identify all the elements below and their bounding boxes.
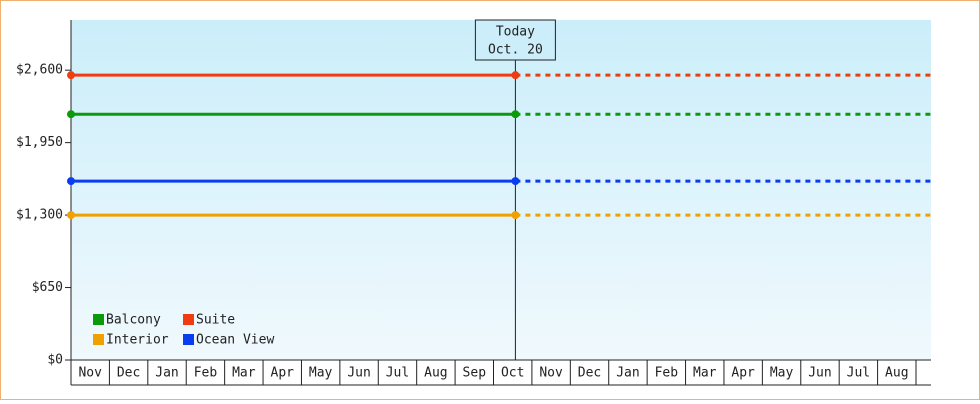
x-tick-label: Jun bbox=[347, 366, 370, 381]
x-tick-label: Nov bbox=[539, 366, 563, 381]
point bbox=[67, 71, 75, 80]
legend-swatch bbox=[183, 314, 194, 325]
plot-area bbox=[71, 20, 931, 360]
legend-swatch bbox=[93, 334, 104, 345]
y-tick-label: $0 bbox=[47, 353, 63, 368]
point bbox=[67, 177, 75, 186]
point bbox=[511, 211, 520, 220]
point bbox=[67, 110, 75, 119]
x-tick-label: Dec bbox=[117, 366, 140, 381]
legend-label: Ocean View bbox=[196, 333, 274, 348]
y-tick-label: $650 bbox=[32, 280, 63, 295]
x-tick-label: Jul bbox=[386, 366, 409, 381]
x-tick-label: Sep bbox=[463, 366, 487, 381]
x-tick-label: Feb bbox=[194, 366, 218, 381]
legend-label: Interior bbox=[106, 333, 169, 348]
x-tick-label: May bbox=[309, 366, 333, 381]
x-tick-label: Aug bbox=[424, 366, 447, 381]
x-tick-label: Jun bbox=[808, 366, 831, 381]
legend-label: Suite bbox=[196, 313, 235, 328]
y-tick-label: $2,600 bbox=[16, 63, 63, 78]
x-tick-label: Mar bbox=[232, 366, 256, 381]
x-tick-label: May bbox=[770, 366, 794, 381]
x-tick-label: Jul bbox=[847, 366, 870, 381]
legend-label: Balcony bbox=[106, 313, 161, 328]
today-box bbox=[474, 19, 556, 61]
point bbox=[511, 110, 520, 119]
point bbox=[511, 71, 520, 80]
y-tick-label: $1,950 bbox=[16, 135, 63, 150]
x-tick-label: Jan bbox=[155, 366, 178, 381]
x-tick-label: Aug bbox=[885, 366, 908, 381]
legend-swatch bbox=[93, 314, 104, 325]
x-tick-label: Apr bbox=[271, 366, 295, 381]
y-tick-label: $1,300 bbox=[16, 208, 63, 223]
point bbox=[511, 177, 520, 186]
x-tick-label: Dec bbox=[578, 366, 601, 381]
x-tick-label: Apr bbox=[731, 366, 755, 381]
today-label: Oct. 20 bbox=[488, 43, 543, 58]
point bbox=[67, 211, 75, 220]
x-tick-label: Nov bbox=[78, 366, 102, 381]
today-label: Today bbox=[496, 25, 535, 40]
x-tick-label: Mar bbox=[693, 366, 717, 381]
legend-swatch bbox=[183, 334, 194, 345]
x-tick-label: Jan bbox=[616, 366, 639, 381]
x-tick-label: Feb bbox=[655, 366, 679, 381]
x-tick-label: Oct bbox=[501, 366, 524, 381]
